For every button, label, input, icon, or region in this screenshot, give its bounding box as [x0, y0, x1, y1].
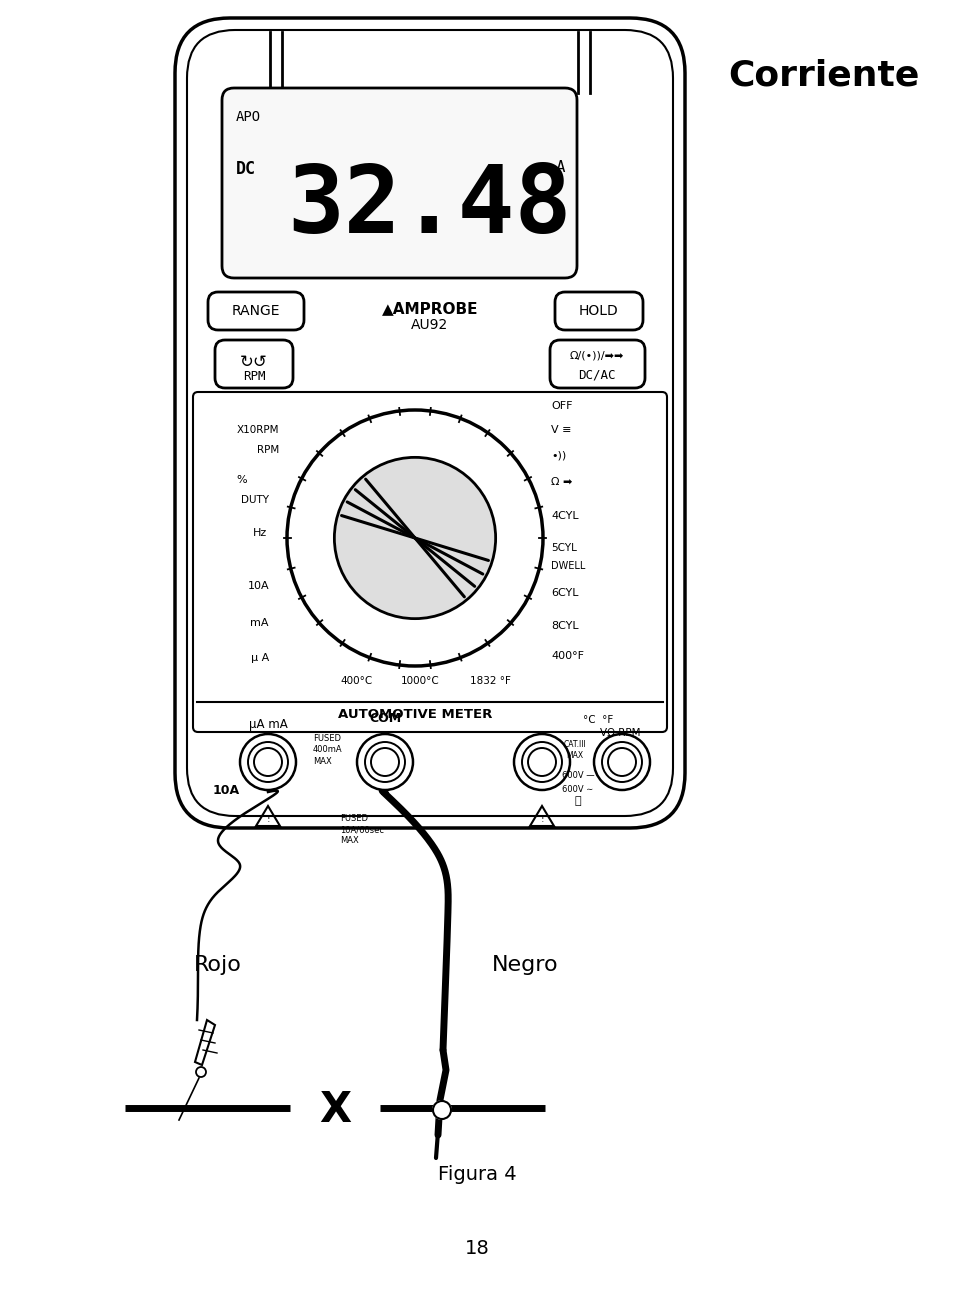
Circle shape [433, 1101, 451, 1119]
Text: ⏚: ⏚ [574, 796, 580, 806]
Circle shape [607, 748, 636, 776]
Text: %: % [236, 475, 247, 485]
Text: ▲AMPROBE: ▲AMPROBE [381, 301, 477, 315]
Text: RANGE: RANGE [232, 304, 280, 318]
Circle shape [287, 410, 542, 666]
Text: mA: mA [251, 618, 269, 628]
Text: Ω ➡: Ω ➡ [551, 476, 572, 487]
Text: FUSED
400mA
MAX: FUSED 400mA MAX [313, 735, 342, 766]
Text: OFF: OFF [551, 401, 572, 411]
Text: 1832 °F: 1832 °F [469, 676, 510, 687]
Text: X: X [318, 1089, 351, 1131]
Text: ↻↺: ↻↺ [240, 353, 268, 371]
FancyBboxPatch shape [208, 292, 304, 330]
FancyBboxPatch shape [174, 18, 684, 828]
Text: 18: 18 [464, 1238, 489, 1258]
Text: V ≡: V ≡ [551, 424, 571, 435]
Text: DWELL: DWELL [551, 561, 585, 571]
Text: X10RPM: X10RPM [236, 424, 278, 435]
Text: 10A: 10A [213, 784, 239, 797]
Circle shape [365, 742, 405, 781]
Circle shape [601, 742, 641, 781]
Text: °C  °F: °C °F [582, 715, 613, 726]
Circle shape [356, 733, 413, 790]
Text: μ A: μ A [251, 653, 269, 663]
Text: 8CYL: 8CYL [551, 620, 578, 631]
Circle shape [527, 748, 556, 776]
Text: AUTOMOTIVE METER: AUTOMOTIVE METER [337, 707, 492, 720]
Text: •)): •)) [551, 450, 566, 461]
Circle shape [248, 742, 288, 781]
Circle shape [594, 733, 649, 790]
Text: !: ! [266, 815, 270, 823]
Text: 32.48: 32.48 [287, 161, 571, 253]
Text: CAT.III
MAX: CAT.III MAX [563, 740, 586, 759]
Text: !: ! [539, 815, 543, 823]
Text: Hz: Hz [253, 528, 267, 537]
FancyBboxPatch shape [187, 30, 672, 816]
Text: COM: COM [369, 711, 400, 724]
Text: DC/AC: DC/AC [578, 369, 615, 382]
Text: μA mA: μA mA [249, 718, 287, 731]
Text: Negro: Negro [491, 955, 558, 975]
FancyBboxPatch shape [222, 88, 577, 278]
Text: Rojo: Rojo [193, 955, 242, 975]
Text: DUTY: DUTY [241, 495, 269, 505]
Text: DC: DC [235, 160, 255, 178]
Text: 10A: 10A [247, 582, 269, 591]
Circle shape [521, 742, 561, 781]
Circle shape [514, 733, 569, 790]
Text: AU92: AU92 [411, 318, 448, 332]
Circle shape [334, 457, 496, 619]
Circle shape [240, 733, 295, 790]
Text: HOLD: HOLD [578, 304, 618, 318]
Text: 400°C: 400°C [340, 676, 373, 687]
Text: Corriente: Corriente [728, 58, 919, 92]
FancyBboxPatch shape [214, 340, 293, 388]
Text: m A: m A [537, 160, 564, 175]
Text: 1000°C: 1000°C [400, 676, 439, 687]
FancyBboxPatch shape [550, 340, 644, 388]
Circle shape [371, 748, 398, 776]
Text: RPM: RPM [242, 370, 265, 383]
FancyBboxPatch shape [555, 292, 642, 330]
Text: 400°F: 400°F [551, 652, 583, 661]
Text: Ω/(•))/➡➡: Ω/(•))/➡➡ [569, 350, 623, 360]
Text: VΩ RPM: VΩ RPM [599, 728, 639, 739]
Text: FUSED
10A/60sec
MAX: FUSED 10A/60sec MAX [339, 814, 384, 845]
Circle shape [253, 748, 282, 776]
Text: 6CYL: 6CYL [551, 588, 578, 598]
Text: 4CYL: 4CYL [551, 511, 578, 520]
Text: APO: APO [235, 110, 261, 125]
Text: 600V —: 600V — [561, 771, 594, 780]
Text: 600V ∼: 600V ∼ [561, 784, 593, 793]
Text: Figura 4: Figura 4 [437, 1166, 516, 1185]
Text: 5CYL: 5CYL [551, 543, 577, 553]
Text: RPM: RPM [256, 445, 278, 456]
Circle shape [195, 1067, 206, 1077]
